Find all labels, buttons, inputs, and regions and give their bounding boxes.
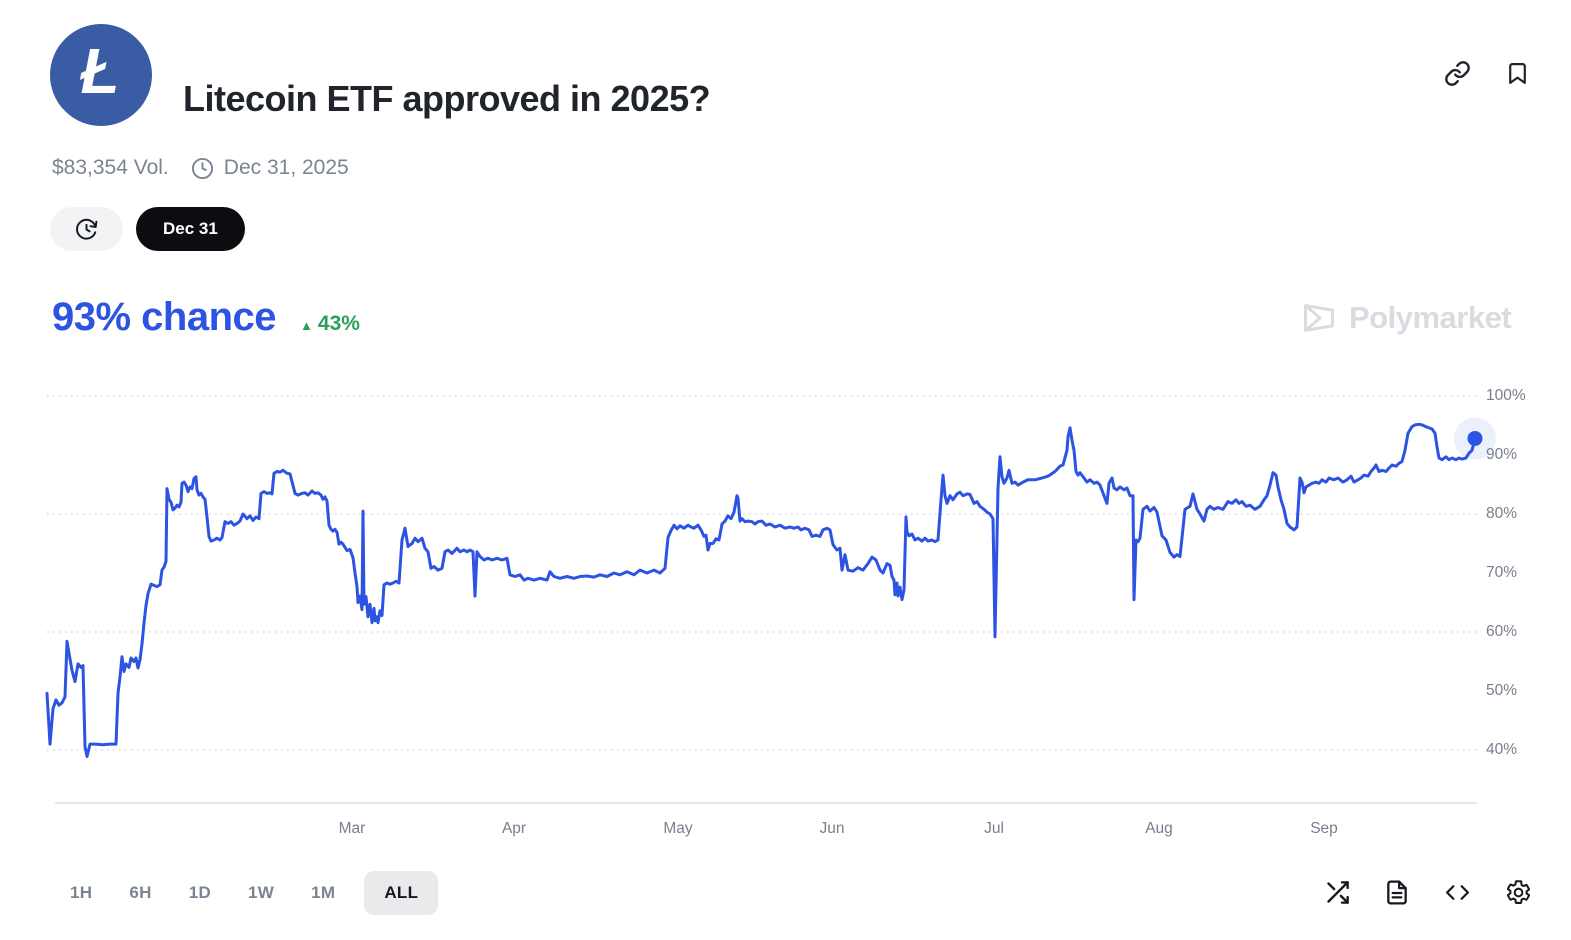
x-axis-line [55, 802, 1477, 804]
settings-icon[interactable] [1505, 879, 1532, 906]
chance-value: 93% chance [52, 295, 277, 339]
end-date-label: Dec 31, 2025 [223, 156, 349, 179]
polymarket-wordmark: Polymarket [1349, 300, 1512, 335]
price-line [45, 422, 1477, 758]
x-tick-label: Jun [819, 820, 845, 837]
x-axis: Mar Apr May Jun Jul Aug Sep [47, 820, 1477, 842]
y-tick-label: 40% [1486, 741, 1518, 758]
x-tick-label: Aug [1145, 820, 1173, 837]
history-toggle-button[interactable] [50, 207, 123, 251]
document-icon[interactable] [1384, 879, 1410, 906]
clock-icon [191, 157, 213, 179]
shuffle-icon[interactable] [1324, 879, 1351, 906]
y-tick-label: 90% [1486, 446, 1518, 463]
range-button-6h[interactable]: 6H [129, 883, 152, 902]
probability-chart[interactable] [45, 395, 1496, 803]
range-button-1d[interactable]: 1D [188, 883, 212, 902]
up-triangle-icon: ▲ [300, 318, 313, 333]
time-range-selector: 1H 6H 1D 1W 1M ALL [70, 871, 439, 915]
range-button-all[interactable]: ALL [364, 871, 439, 915]
bookmark-icon[interactable] [1505, 60, 1530, 87]
volume-label: $83,354 Vol. [52, 156, 169, 179]
last-point-dot [1467, 430, 1483, 446]
y-tick-label: 60% [1486, 623, 1518, 640]
polymarket-watermark: Polymarket [1301, 300, 1512, 336]
x-tick-label: Jul [984, 820, 1004, 837]
litecoin-glyph: Ł [80, 35, 120, 107]
code-icon[interactable] [1443, 880, 1472, 905]
polymarket-logo-icon [1304, 304, 1334, 332]
link-icon[interactable] [1444, 60, 1471, 87]
outcome-pill-label: Dec 31 [163, 219, 218, 238]
page-title: Litecoin ETF approved in 2025? [183, 78, 711, 120]
y-tick-label: 80% [1486, 505, 1518, 522]
y-tick-label: 70% [1486, 564, 1518, 581]
y-tick-label: 50% [1486, 682, 1518, 699]
clock-history-icon [76, 218, 98, 240]
x-tick-label: Mar [338, 820, 366, 837]
x-tick-label: May [663, 820, 693, 837]
litecoin-logo: Ł [50, 24, 152, 126]
outcome-pill-dec31[interactable]: Dec 31 [136, 207, 245, 251]
range-button-1w[interactable]: 1W [248, 883, 275, 902]
x-tick-label: Apr [501, 820, 527, 837]
chance-change: ▲ 43% [300, 312, 360, 336]
y-tick-label: 100% [1486, 387, 1526, 404]
x-tick-label: Sep [1310, 820, 1338, 837]
chance-change-value: 43% [317, 312, 360, 335]
range-button-1m[interactable]: 1M [311, 883, 336, 902]
range-button-1h[interactable]: 1H [70, 883, 93, 902]
